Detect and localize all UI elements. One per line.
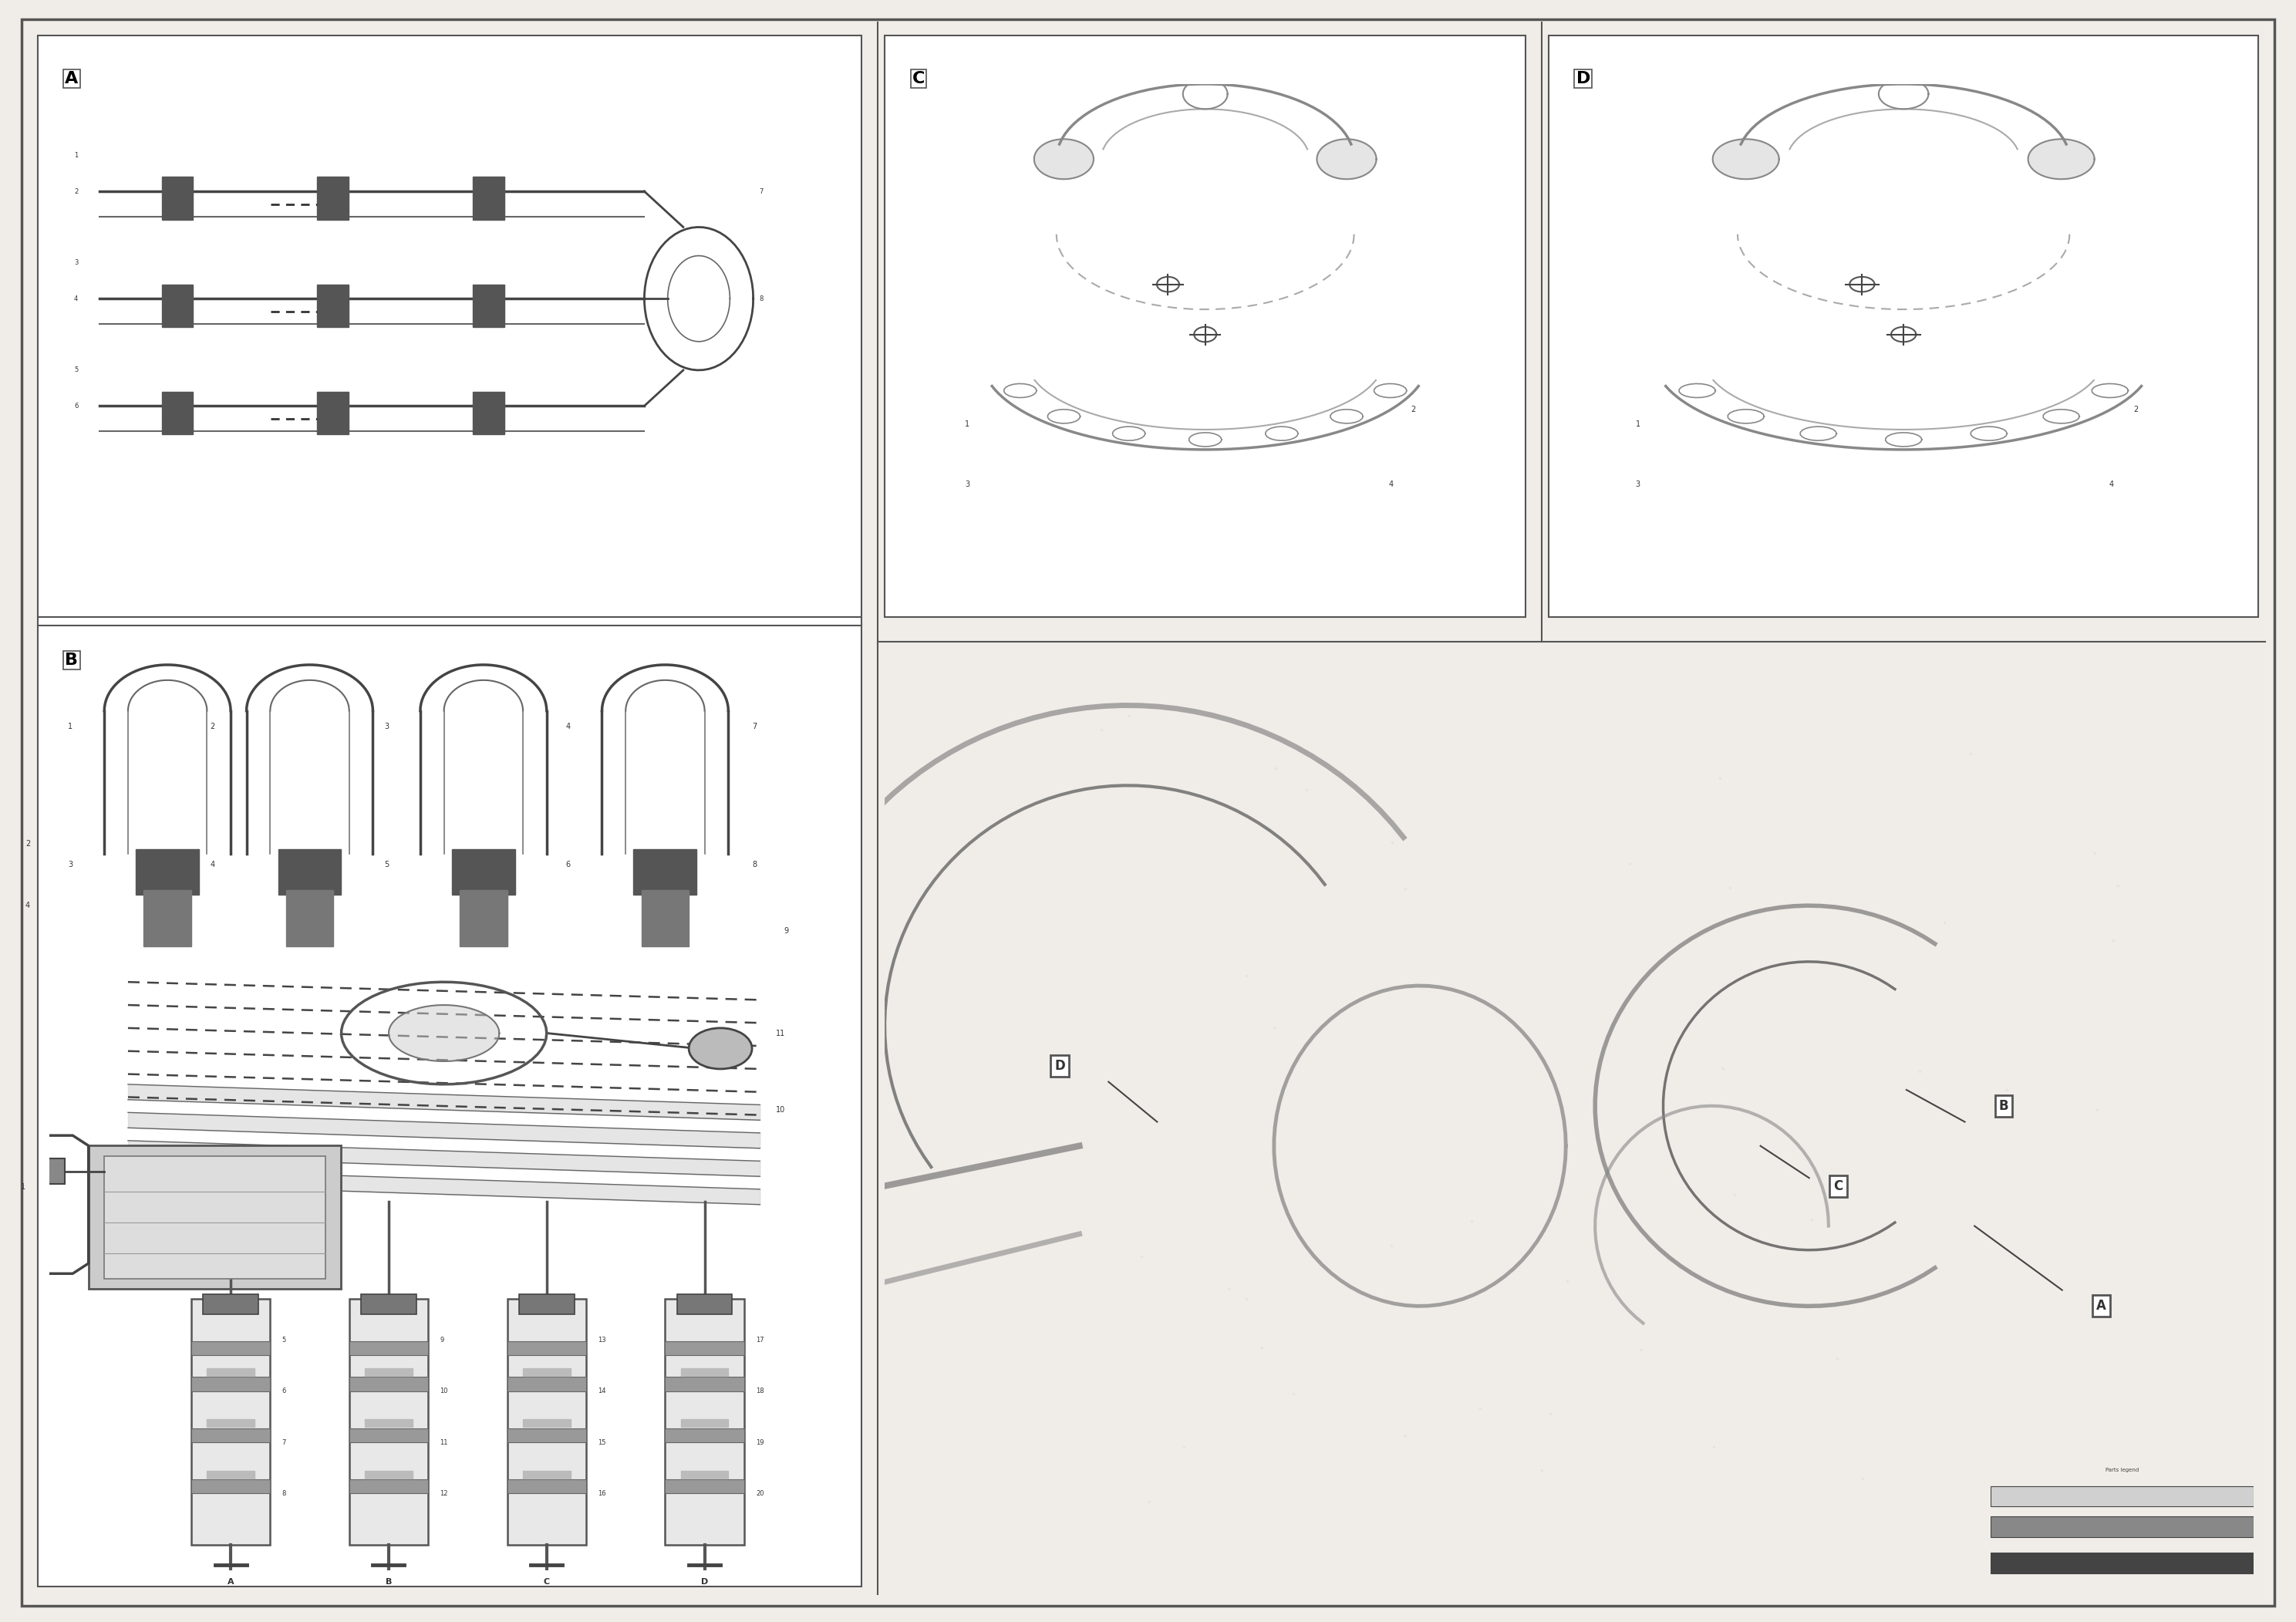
Bar xyxy=(37,36,861,616)
Bar xyxy=(1550,36,2259,616)
Text: A: A xyxy=(64,71,78,86)
Bar xyxy=(884,36,1527,616)
Bar xyxy=(37,616,861,1586)
Text: D: D xyxy=(1575,71,1591,86)
Text: C: C xyxy=(912,71,925,86)
Text: B: B xyxy=(64,652,78,668)
